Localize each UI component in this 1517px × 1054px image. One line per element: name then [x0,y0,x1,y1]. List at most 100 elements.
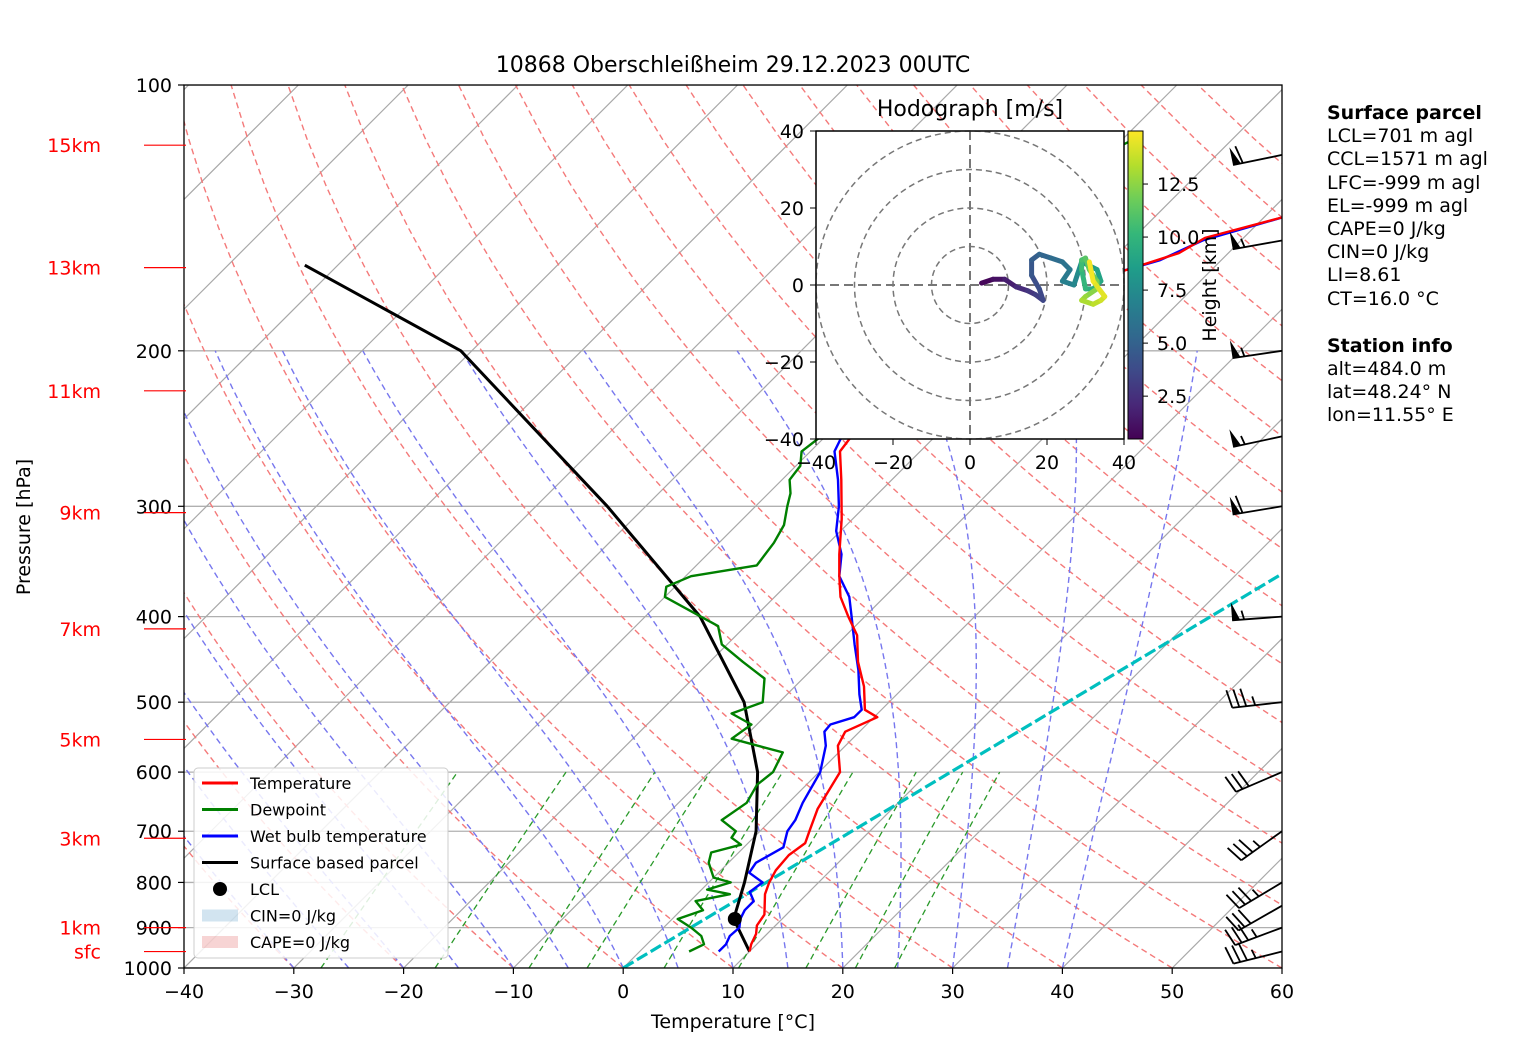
surface-line: CCL=1571 m agl [1327,148,1488,171]
isotherm-line [512,198,1282,968]
colorbar-label: Height [km] [1199,228,1221,341]
mixing-ratio-line [894,771,1001,968]
barb-flag [1229,429,1241,447]
x-axis-label: Temperature [°C] [650,1011,815,1033]
dry-adiabat-line [856,85,1282,493]
legend-label: LCL [250,880,279,899]
surface-line: LI=8.61 [1327,264,1402,287]
dry-adiabat-line [184,118,844,968]
barb-full [1231,912,1246,928]
surface-line: CIN=0 J/kg [1327,241,1430,264]
barb-full [1239,688,1248,707]
x-tick-label: 40 [1050,981,1074,1003]
hodograph-trace-segment [1029,272,1042,292]
barb-staff [1234,926,1283,946]
moist-adiabat-line [736,350,902,968]
y-tick-label: 400 [136,607,172,629]
x-tick-label: −40 [164,981,204,1003]
barb-full [1231,890,1246,906]
colorbar-tick-label: 5.0 [1157,333,1187,355]
dry-adiabat-line [230,85,953,968]
barb-staff [1232,435,1283,448]
dry-adiabat-line [344,85,1173,968]
hodo-y-tick-label: −20 [764,352,804,374]
height-label: sfc [74,942,101,964]
axes-layer: −40 −30 −20 −10 0 10 20 30 40 50 60100200300400500… [47,75,1294,1003]
isotherm-line [184,85,629,530]
moist-adiabat-line [1061,350,1198,968]
isotherm-line [184,85,519,420]
surface-line: LCL=701 m agl [1327,125,1474,148]
hodograph-title: Hodograph [m/s] [877,97,1063,122]
hodo-y-tick-label: 40 [780,121,804,143]
barb-half [1240,238,1246,248]
x-tick-label: 60 [1270,981,1294,1003]
surface-line: EL=-999 m agl [1327,194,1469,217]
wind-barb [1224,943,1283,965]
y-axis-label: Pressure [hPa] [13,459,35,595]
height-label: 1km [59,918,101,940]
wind-barb [1225,904,1283,932]
y-tick-label: 300 [136,496,172,518]
y-tick-label: 1000 [124,958,172,980]
isotherm-line [184,85,848,750]
moist-adiabat-line [281,350,679,968]
barb-staff [1238,904,1283,932]
hodograph-trace-segment [1090,278,1108,300]
barb-half [1240,435,1246,445]
hodo-y-tick-label: 0 [792,275,804,297]
colorbar-tick-label: 2.5 [1157,386,1187,408]
moist-adiabat-line [1006,350,1078,968]
wind-barb [1226,830,1283,862]
legend-label: Temperature [249,774,351,793]
barb-staff [1232,349,1283,360]
mixing-ratio-line [663,771,784,968]
legend-label: CAPE=0 J/kg [250,933,350,952]
y-tick-label: 100 [136,75,172,97]
legend-box [193,767,449,959]
station-info-heading: Station info [1327,334,1453,357]
barb-staff [1233,950,1283,965]
barb-half [1240,610,1245,620]
station-line: lat=48.24° N [1327,381,1452,404]
hodograph-trace-segment [1079,267,1088,292]
barb-flag [1229,231,1241,250]
info-panel: Surface parcel LCL=701 m agl CCL=1571 m … [1327,102,1488,428]
wind-barb [1224,924,1283,946]
barb-full [1234,145,1244,164]
barb-flag [1230,602,1241,621]
moist-adiabat-line [460,350,789,968]
temperature-line [748,216,1282,952]
station-line: lon=11.55° E [1327,404,1454,427]
barb-staff [1235,771,1283,793]
x-tick-label: −20 [384,981,424,1003]
barb-half [1250,949,1257,959]
wind-barb [1224,770,1283,793]
legend-label: Surface based parcel [250,854,419,873]
chart-title: 10868 Oberschleißheim 29.12.2023 00UTC [496,53,971,78]
colorbar [1127,130,1144,440]
legend-label: Wet bulb temperature [250,827,427,846]
mixing-ratio-line [586,771,711,968]
barb-full [1225,894,1240,909]
mixing-ratio-line [805,771,917,968]
barb-flag [1229,496,1241,515]
legend: Temperature Dewpoint Wet bulb temperature S… [193,767,449,959]
isotherm-line [622,308,1282,968]
isotherm-line [184,85,739,640]
barb-full [1238,839,1254,853]
hodo-y-tick-label: −40 [764,429,804,451]
barb-half [1252,840,1261,848]
height-label: 9km [59,503,101,525]
x-tick-label: −30 [274,981,314,1003]
dry-adiabat-line [184,454,624,968]
y-tick-label: 200 [136,341,172,363]
hodograph: −40 −20 0 20 40 −40 −20 0 20 40 Hodograph [m/s] 2.5… [764,97,1221,474]
legend-swatch [202,936,238,948]
height-label: 11km [47,381,101,403]
height-label: 7km [59,619,101,641]
barb-half [1251,889,1260,897]
hodo-x-tick-label: 0 [964,452,976,474]
barb-full [1231,945,1242,963]
hodo-x-tick-label: −20 [873,452,913,474]
